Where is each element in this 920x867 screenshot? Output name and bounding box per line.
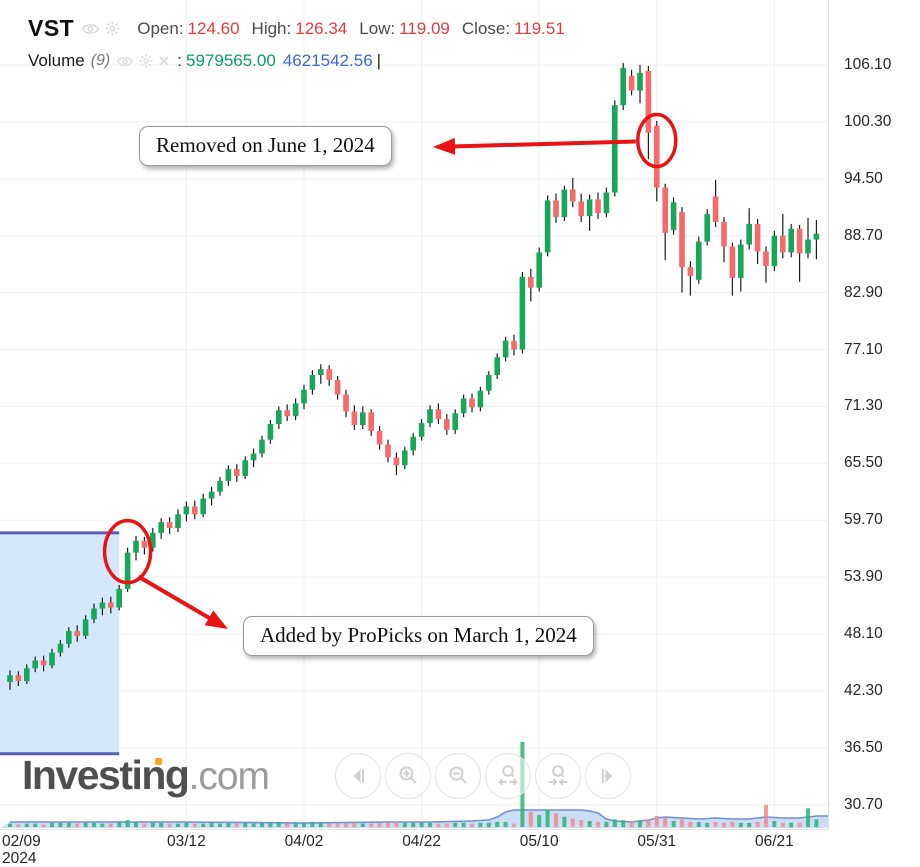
- logo-brand-text: Investing: [22, 752, 190, 798]
- logo-tld-text: .com: [188, 755, 270, 798]
- indicator-period: (9): [90, 52, 111, 69]
- annotation-removed-label: Removed on June 1, 2024: [139, 126, 392, 166]
- gear-icon[interactable]: [105, 21, 120, 36]
- zoom-in-button[interactable]: [385, 753, 431, 799]
- pan-right-button[interactable]: [585, 753, 631, 799]
- logo-orange-dot: [154, 757, 163, 766]
- x-axis-label: 04/02: [284, 833, 324, 850]
- volume-indicator-row: Volume (9) : 5979565.00 4621542.56 |: [28, 51, 381, 71]
- pan-left-icon: [353, 769, 364, 783]
- high-stat: High: 126.34: [251, 18, 348, 38]
- indicator-name: Volume: [28, 51, 85, 70]
- indicator-colon: :: [177, 51, 182, 70]
- y-axis-label: 30.70: [844, 795, 883, 813]
- instrument-header: VST Open: 124.60 High: 126.34 Low: 119.09 C…: [28, 15, 565, 42]
- open-value: 124.60: [187, 18, 240, 38]
- eye-icon[interactable]: [116, 55, 134, 68]
- open-stat: Open: 124.60: [137, 18, 240, 38]
- y-axis-label: 71.30: [844, 397, 883, 415]
- pan-left-button[interactable]: [335, 753, 381, 799]
- y-axis-label: 36.50: [844, 738, 883, 756]
- volume-ma-value: 4621542.56: [282, 51, 373, 70]
- gear-icon[interactable]: [139, 54, 153, 68]
- y-axis-label: 94.50: [844, 169, 883, 187]
- text-cursor: |: [376, 51, 382, 70]
- close-value: 119.51: [514, 18, 565, 38]
- zoom-contract-button[interactable]: [535, 753, 581, 799]
- y-axis-label: 82.90: [844, 283, 883, 301]
- zoom-out-button[interactable]: [435, 753, 481, 799]
- zoom-contract-icon: [548, 765, 568, 786]
- y-axis-label: 53.90: [844, 568, 883, 586]
- y-axis-label: 59.70: [844, 511, 883, 529]
- high-value: 126.34: [295, 18, 348, 38]
- annotation-added-label: Added by ProPicks on March 1, 2024: [243, 616, 594, 656]
- eye-icon[interactable]: [81, 22, 100, 36]
- x-axis-label: 05/10: [519, 833, 559, 850]
- x-axis-label: 06/21: [754, 833, 794, 850]
- zoom-out-icon: [449, 766, 467, 784]
- symbol-label: VST: [28, 15, 75, 41]
- x-axis-label: 03/12: [166, 833, 206, 850]
- volume-value: 5979565.00: [186, 51, 276, 70]
- x-axis-label: 05/31: [637, 833, 677, 850]
- y-axis-label: 88.70: [844, 226, 883, 244]
- y-axis-label: 65.50: [844, 454, 883, 472]
- y-axis-label: 48.10: [844, 625, 883, 642]
- zoom-extend-icon: [498, 765, 518, 786]
- zoom-extend-button[interactable]: [485, 753, 531, 799]
- low-stat: Low: 119.09: [359, 18, 450, 38]
- zoom-in-icon: [399, 766, 417, 784]
- close-stat: Close: 119.51: [461, 18, 565, 38]
- investing-watermark: Investing.com: [22, 752, 270, 799]
- x-axis-label: 02/09 2024: [2, 833, 41, 867]
- y-axis-label: 77.10: [844, 340, 883, 358]
- y-axis-label: 100.30: [844, 112, 892, 130]
- low-value: 119.09: [399, 18, 450, 38]
- y-axis-label: 106.10: [844, 56, 892, 73]
- x-axis-label: 04/22: [402, 833, 441, 850]
- pan-right-icon: [602, 769, 613, 783]
- y-axis-label: 42.30: [844, 681, 883, 699]
- close-icon[interactable]: [158, 55, 170, 67]
